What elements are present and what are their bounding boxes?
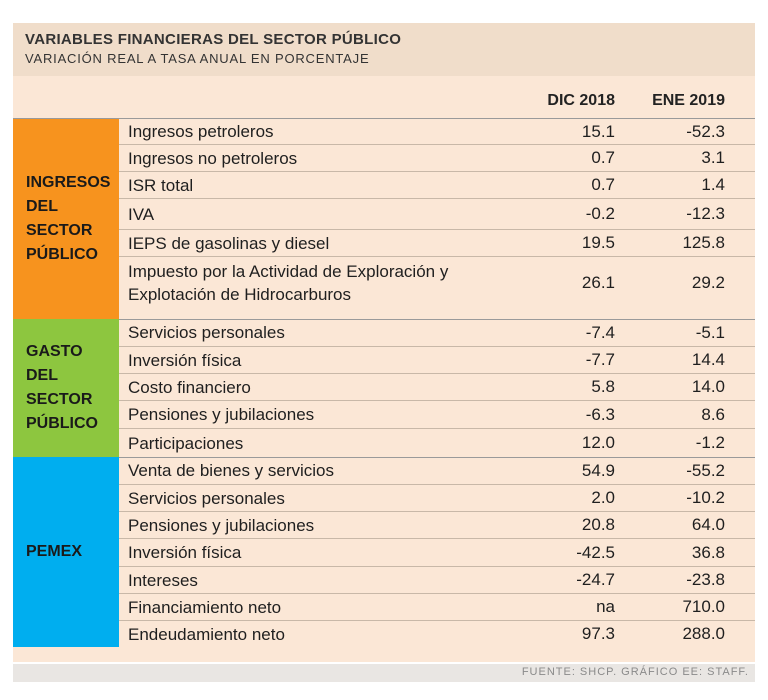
row-label: Impuesto por la Actividad de Exploración… xyxy=(128,262,449,304)
value-ene-2019: -10.2 xyxy=(686,488,725,507)
value-dic-2018: -7.7 xyxy=(585,350,615,369)
row-label: ISR total xyxy=(128,175,194,195)
table-row: Servicios personales -7.4 -5.1 xyxy=(119,319,755,347)
table-row: Inversión física -42.5 36.8 xyxy=(119,539,755,567)
row-label: IVA xyxy=(128,204,155,224)
table-row: IEPS de gasolinas y diesel 19.5 125.8 xyxy=(119,230,755,257)
value-ene-2019: 125.8 xyxy=(682,233,725,252)
section-label-block: GASTO DEL SECTOR PÚBLICO xyxy=(13,319,119,457)
row-label: Inversión física xyxy=(128,350,242,370)
value-dic-2018: 15.1 xyxy=(581,121,615,141)
value-dic-2018: 19.5 xyxy=(581,233,615,252)
table-row: Pensiones y jubilaciones 20.8 64.0 xyxy=(119,512,755,539)
row-label: Financiamiento neto xyxy=(128,597,282,617)
section-label: INGRESOS DEL SECTOR PÚBLICO xyxy=(26,174,111,263)
table-row: Financiamiento neto na 710.0 xyxy=(119,594,755,621)
row-label: Ingresos no petroleros xyxy=(128,148,298,168)
row-label: Ingresos petroleros xyxy=(128,122,274,141)
value-ene-2019: 3.1 xyxy=(701,148,725,167)
value-ene-2019: -5.1 xyxy=(695,322,725,342)
table-subtitle: VARIACIÓN REAL A TASA ANUAL EN PORCENTAJ… xyxy=(25,51,370,66)
row-label: Pensiones y jubilaciones xyxy=(128,405,315,424)
value-ene-2019: 14.4 xyxy=(691,350,725,369)
table-row: ISR total 0.7 1.4 xyxy=(119,172,755,199)
value-dic-2018: 97.3 xyxy=(581,624,615,643)
row-label: Servicios personales xyxy=(128,488,285,508)
table-row: Ingresos no petroleros 0.7 3.1 xyxy=(119,145,755,172)
value-ene-2019: 29.2 xyxy=(691,273,725,292)
table-row: Servicios personales 2.0 -10.2 xyxy=(119,485,755,512)
value-dic-2018: 12.0 xyxy=(581,433,615,452)
table-row: Pensiones y jubilaciones -6.3 8.6 xyxy=(119,401,755,429)
value-dic-2018: -24.7 xyxy=(576,570,615,589)
table-title: VARIABLES FINANCIERAS DEL SECTOR PÚBLICO xyxy=(25,31,402,48)
section-rows: Servicios personales -7.4 -5.1 Inversión fí… xyxy=(119,319,755,457)
value-ene-2019: 288.0 xyxy=(682,624,725,643)
section-divider xyxy=(13,319,755,320)
value-ene-2019: 710.0 xyxy=(682,597,725,616)
column-header-dic-2018: DIC 2018 xyxy=(547,92,615,109)
table-row: Participaciones 12.0 -1.2 xyxy=(119,429,755,457)
value-dic-2018: -42.5 xyxy=(576,542,615,562)
table-row: IVA -0.2 -12.3 xyxy=(119,199,755,230)
table-row: Endeudamiento neto 97.3 288.0 xyxy=(119,621,755,647)
value-dic-2018: -6.3 xyxy=(585,404,615,424)
section-label-block: PEMEX xyxy=(13,457,119,647)
value-ene-2019: 1.4 xyxy=(701,175,725,194)
value-ene-2019: -1.2 xyxy=(695,433,725,452)
value-dic-2018: 54.9 xyxy=(581,460,615,480)
table-row: Costo financiero 5.8 14.0 xyxy=(119,374,755,401)
value-dic-2018: -0.2 xyxy=(585,204,615,223)
value-dic-2018: 0.7 xyxy=(591,175,615,194)
value-ene-2019: 14.0 xyxy=(691,377,725,396)
footer-bar: FUENTE: SHCP. GRÁFICO EE: STAFF. xyxy=(13,664,755,682)
section-label-block: INGRESOS DEL SECTOR PÚBLICO xyxy=(13,119,119,319)
value-dic-2018: 20.8 xyxy=(581,515,615,534)
section-gasto: GASTO DEL SECTOR PÚBLICO Servicios person… xyxy=(13,319,755,457)
source-credit: FUENTE: SHCP. GRÁFICO EE: STAFF. xyxy=(521,666,749,678)
value-ene-2019: -12.3 xyxy=(686,204,725,223)
section-ingresos: INGRESOS DEL SECTOR PÚBLICO Ingresos petr… xyxy=(13,119,755,319)
row-label: Inversión física xyxy=(128,543,242,562)
value-ene-2019: 64.0 xyxy=(691,515,725,534)
value-ene-2019: -52.3 xyxy=(686,121,725,141)
table-row: Impuesto por la Actividad de Exploración… xyxy=(119,257,755,309)
table-row: Intereses -24.7 -23.8 xyxy=(119,567,755,594)
column-header-ene-2019: ENE 2019 xyxy=(652,92,725,109)
table-row: Venta de bienes y servicios 54.9 -55.2 xyxy=(119,457,755,485)
value-dic-2018: 26.1 xyxy=(581,273,615,292)
section-pemex: PEMEX Venta de bienes y servicios 54.9 -55.… xyxy=(13,457,755,647)
section-divider xyxy=(13,457,755,458)
value-dic-2018: 2.0 xyxy=(591,488,615,507)
value-ene-2019: 8.6 xyxy=(701,404,725,424)
section-rows: Ingresos petroleros 15.1 -52.3 Ingresos no … xyxy=(119,119,755,319)
row-label: Servicios personales xyxy=(128,323,285,342)
value-ene-2019: -55.2 xyxy=(686,460,725,480)
table-header: VARIABLES FINANCIERAS DEL SECTOR PÚBLICO… xyxy=(13,23,755,76)
table-row: Ingresos petroleros 15.1 -52.3 xyxy=(119,119,755,145)
section-rows: Venta de bienes y servicios 54.9 -55.2 Serv… xyxy=(119,457,755,647)
row-label: Intereses xyxy=(128,570,198,590)
value-dic-2018: 0.7 xyxy=(591,148,615,167)
header-divider xyxy=(13,118,755,119)
row-label: Costo financiero xyxy=(128,377,251,397)
value-dic-2018: -7.4 xyxy=(585,322,615,342)
value-dic-2018: 5.8 xyxy=(591,377,615,396)
row-label: Venta de bienes y servicios xyxy=(128,461,335,480)
table-card: VARIABLES FINANCIERAS DEL SECTOR PÚBLICO… xyxy=(13,23,755,662)
value-ene-2019: -23.8 xyxy=(686,570,725,589)
row-label: Participaciones xyxy=(128,433,244,453)
section-label: GASTO DEL SECTOR PÚBLICO xyxy=(26,343,98,432)
section-label: PEMEX xyxy=(26,543,83,560)
value-ene-2019: 36.8 xyxy=(691,542,725,562)
row-label: Pensiones y jubilaciones xyxy=(128,515,315,535)
value-dic-2018: na xyxy=(596,597,615,616)
table-row: Inversión física -7.7 14.4 xyxy=(119,347,755,374)
row-label: Endeudamiento neto xyxy=(128,624,285,644)
row-label: IEPS de gasolinas y diesel xyxy=(128,233,330,253)
